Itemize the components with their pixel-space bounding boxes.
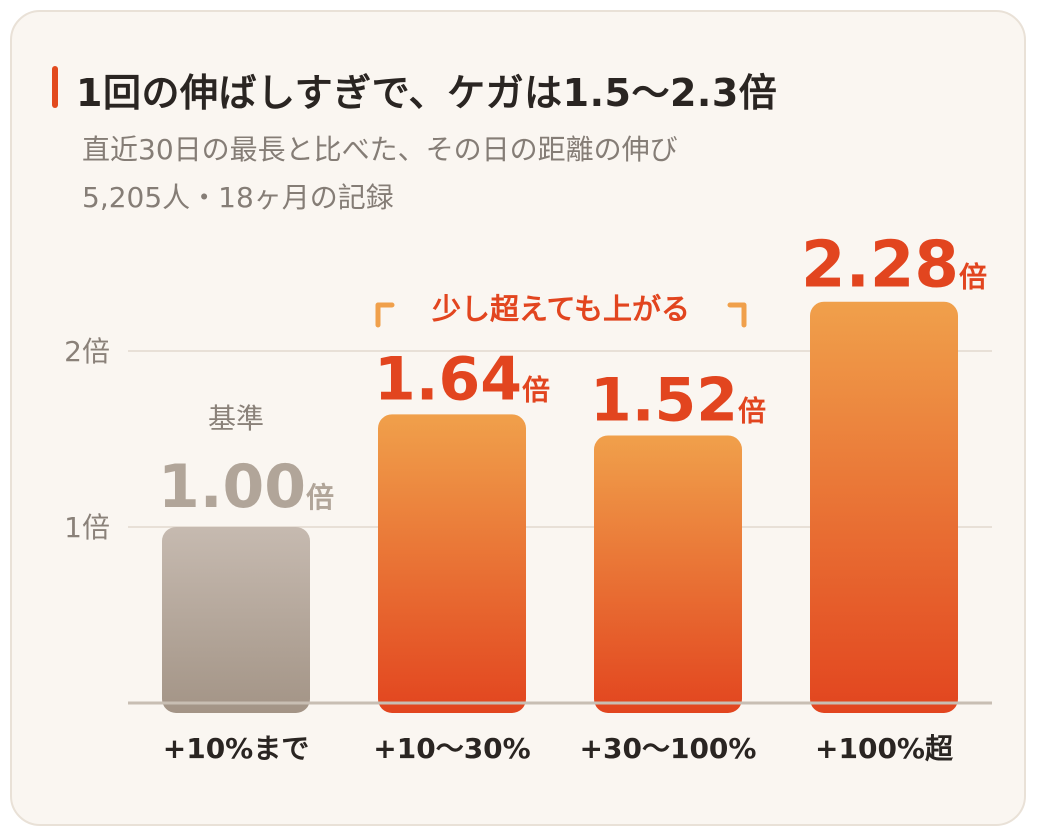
value-number-1: 1.00 xyxy=(158,452,306,522)
bar-3 xyxy=(594,435,742,713)
value-unit-1: 倍 xyxy=(306,481,334,514)
value-number-4: 2.28 xyxy=(801,229,959,303)
bar-2 xyxy=(378,414,526,713)
value-label-3: 1.52倍 xyxy=(590,365,766,435)
value-number-2: 1.64 xyxy=(374,344,522,414)
value-number-3: 1.52 xyxy=(590,365,738,435)
value-label-2: 1.64倍 xyxy=(374,344,550,414)
subtitle-line-2: 5,205人・18ヶ月の記録 xyxy=(82,181,394,214)
value-label-4: 2.28倍 xyxy=(801,229,987,303)
category-label-4: +100%超 xyxy=(815,732,954,765)
bar-1 xyxy=(162,527,310,713)
title-accent-bar xyxy=(52,66,58,108)
y-tick-label-2: 2倍 xyxy=(64,335,110,368)
value-unit-3: 倍 xyxy=(738,394,766,427)
category-label-3: +30〜100% xyxy=(580,732,757,765)
baseline-note: 基準 xyxy=(208,402,264,435)
annotation-bracket-right xyxy=(727,302,747,328)
category-label-1: +10%まで xyxy=(163,732,309,765)
annotation-bracket-left xyxy=(375,302,395,328)
subtitle-line-1: 直近30日の最長と比べた、その日の距離の伸び xyxy=(82,133,678,166)
y-tick-label-1: 1倍 xyxy=(64,511,110,544)
value-label-1: 1.00倍 xyxy=(158,452,334,522)
value-unit-4: 倍 xyxy=(959,261,987,294)
chart-title: 1回の伸ばしすぎで、ケガは1.5〜2.3倍 xyxy=(76,71,778,115)
annotation-text: 少し超えても上がる xyxy=(432,292,690,326)
category-label-2: +10〜30% xyxy=(373,732,530,765)
value-unit-2: 倍 xyxy=(522,373,550,406)
bar-4 xyxy=(810,301,958,713)
